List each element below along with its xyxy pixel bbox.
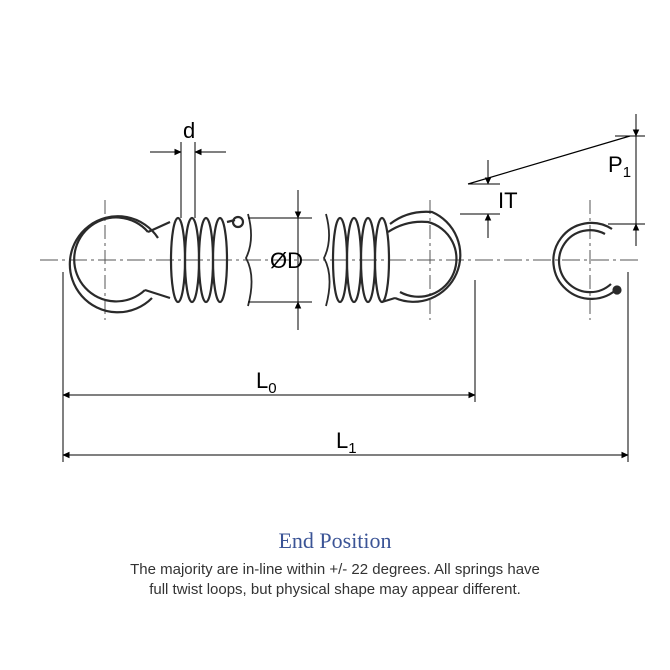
footer-title: End Position bbox=[0, 528, 670, 554]
footer-description: The majority are in-line within +/- 22 d… bbox=[0, 560, 670, 601]
label-p1: P1 bbox=[608, 152, 631, 181]
spring-diagram: d ØD IT P1 bbox=[0, 0, 670, 670]
label-od: ØD bbox=[270, 248, 303, 273]
pitch-line bbox=[468, 136, 630, 184]
dim-l0: L0 bbox=[63, 272, 475, 402]
right-hook bbox=[382, 212, 460, 302]
label-l1: L1 bbox=[336, 428, 357, 457]
label-it: IT bbox=[498, 188, 518, 213]
left-hook bbox=[70, 216, 170, 312]
end-view-hook bbox=[553, 223, 620, 299]
label-l0: L0 bbox=[256, 368, 277, 397]
footer: End Position The majority are in-line wi… bbox=[0, 528, 670, 601]
dim-d: d bbox=[150, 118, 226, 218]
label-d: d bbox=[183, 118, 195, 143]
dim-p1: P1 bbox=[608, 114, 645, 246]
